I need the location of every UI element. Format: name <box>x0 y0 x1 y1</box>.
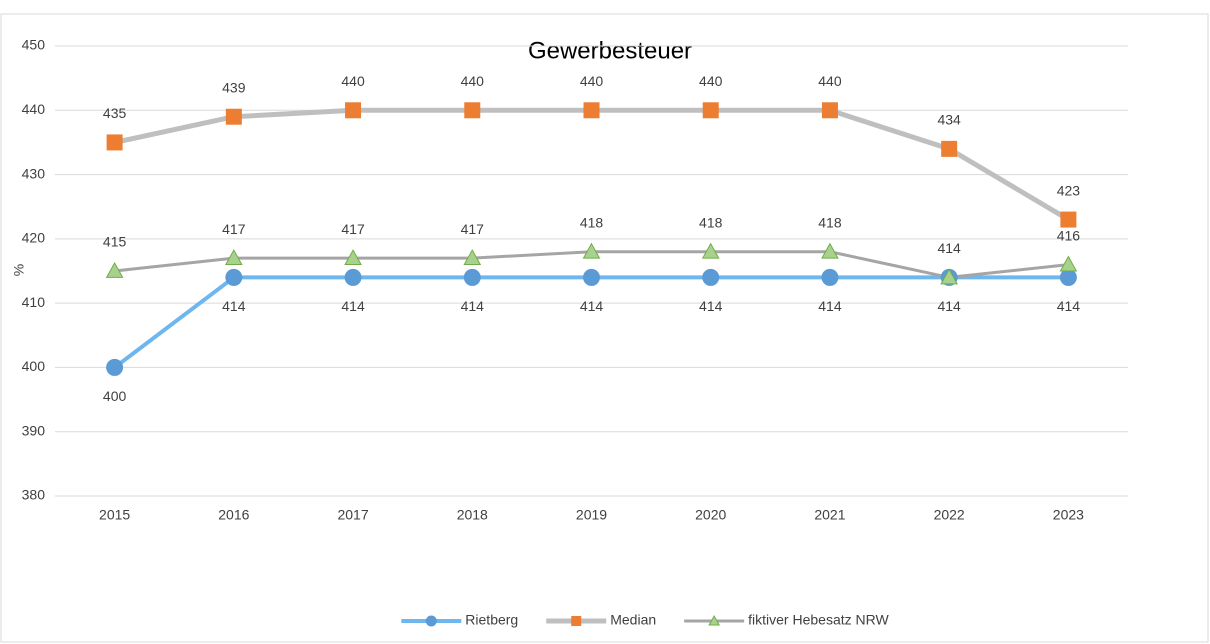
marker <box>940 268 959 285</box>
data-label: 414 <box>341 298 365 314</box>
y-tick-label: 430 <box>22 165 46 181</box>
chart-border <box>0 13 1209 643</box>
marker <box>702 102 719 119</box>
y-tick-label: 410 <box>22 294 46 310</box>
x-tick-label: 2018 <box>457 507 488 523</box>
data-label: 440 <box>461 73 485 89</box>
x-tick-label: 2019 <box>576 507 607 523</box>
data-label: 439 <box>222 79 246 95</box>
marker <box>583 102 600 119</box>
data-label: 414 <box>818 298 842 314</box>
marker <box>702 268 720 286</box>
data-label: 417 <box>461 221 485 237</box>
x-tick-label: 2021 <box>814 507 845 523</box>
data-label: 440 <box>818 73 842 89</box>
legend-label: Median <box>610 612 656 628</box>
marker <box>105 261 124 278</box>
data-label: 434 <box>937 112 961 128</box>
marker <box>425 615 437 627</box>
data-label: 418 <box>699 214 723 230</box>
data-label: 417 <box>341 221 365 237</box>
marker <box>821 102 838 119</box>
x-tick-label: 2016 <box>218 507 249 523</box>
marker <box>708 614 720 626</box>
marker <box>106 134 123 151</box>
x-tick-label: 2023 <box>1053 507 1084 523</box>
marker <box>224 249 243 266</box>
y-tick-label: 390 <box>22 422 46 438</box>
marker <box>345 102 362 119</box>
data-label: 414 <box>937 240 961 256</box>
data-label: 418 <box>580 214 604 230</box>
data-label: 418 <box>818 214 842 230</box>
marker <box>463 249 482 266</box>
chart-title: Gewerbesteuer <box>528 37 692 64</box>
marker <box>583 268 600 286</box>
data-label: 423 <box>1057 182 1081 198</box>
x-tick-label: 2017 <box>337 507 368 523</box>
marker <box>106 358 124 376</box>
marker <box>344 268 362 286</box>
marker <box>571 616 582 626</box>
legend-label: fiktiver Hebesatz NRW <box>748 612 889 628</box>
x-tick-label: 2015 <box>99 507 130 523</box>
data-label: 440 <box>580 73 604 89</box>
marker <box>1059 255 1078 272</box>
y-axis-label: % <box>11 264 27 276</box>
data-label: 440 <box>699 73 723 89</box>
x-tick-label: 2020 <box>695 507 726 523</box>
marker <box>1060 211 1077 228</box>
data-label: 414 <box>937 298 961 314</box>
data-label: 416 <box>1057 227 1081 243</box>
x-tick-label: 2022 <box>934 507 965 523</box>
y-tick-label: 400 <box>22 358 46 374</box>
marker <box>582 242 601 259</box>
data-label: 414 <box>222 298 246 314</box>
marker <box>821 268 839 286</box>
data-label: 414 <box>1057 298 1081 314</box>
marker <box>1059 268 1077 286</box>
data-label: 435 <box>103 105 127 121</box>
legend-label: Rietberg <box>465 612 518 628</box>
data-label: 417 <box>222 221 246 237</box>
marker <box>225 108 242 125</box>
legend: Rietberg Median fiktiver Hebesatz NRW <box>401 612 889 628</box>
data-label: 440 <box>341 73 365 89</box>
data-label: 414 <box>461 298 485 314</box>
marker <box>941 140 958 157</box>
y-tick-label: 420 <box>22 230 46 246</box>
marker <box>225 268 243 286</box>
data-label: 414 <box>580 298 604 314</box>
marker <box>463 268 481 286</box>
marker <box>464 102 481 119</box>
marker <box>821 242 839 259</box>
marker <box>701 242 720 259</box>
data-label: 414 <box>699 298 723 314</box>
data-label: 415 <box>103 234 127 250</box>
y-tick-label: 380 <box>22 487 46 503</box>
marker <box>344 249 362 266</box>
y-tick-label: 440 <box>22 101 46 117</box>
y-tick-label: 450 <box>22 37 46 53</box>
data-label: 400 <box>103 388 127 404</box>
